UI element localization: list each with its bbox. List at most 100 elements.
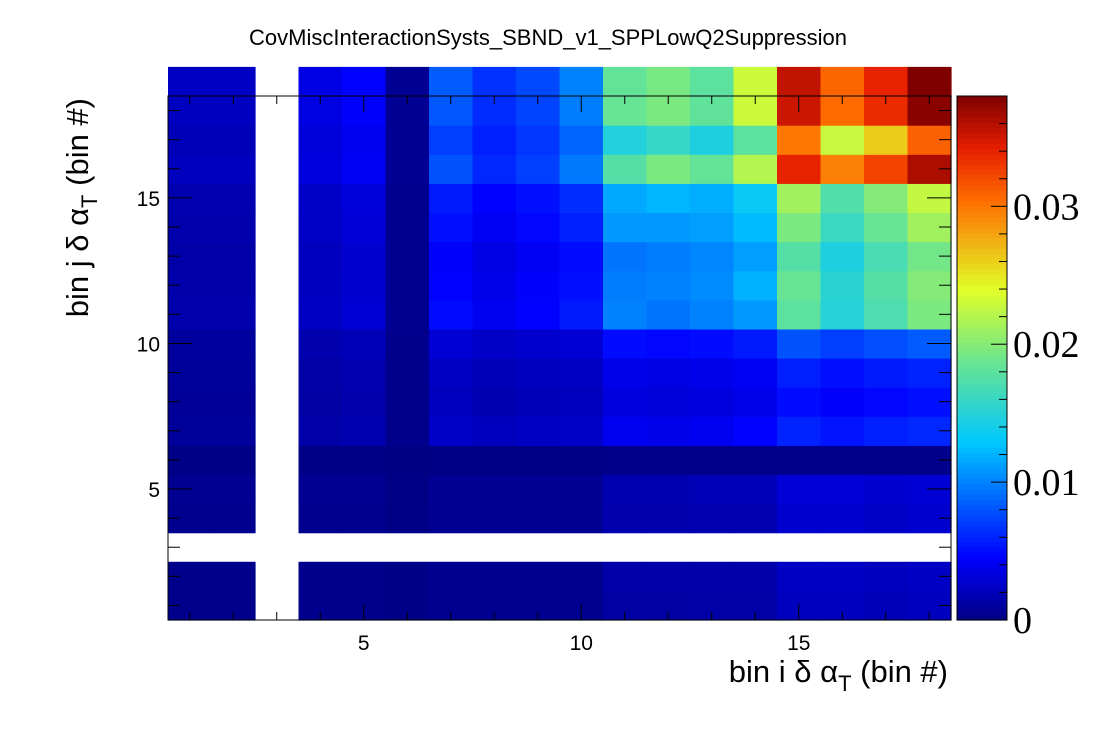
palette-segment — [957, 237, 1007, 244]
heatmap-cell — [559, 474, 604, 505]
palette-segment — [957, 499, 1007, 506]
heatmap-cell — [385, 154, 430, 184]
heatmap-cell — [472, 125, 517, 155]
heatmap-cell — [472, 241, 517, 272]
heatmap-cell — [559, 299, 604, 330]
heatmap-cell — [733, 270, 778, 301]
heatmap-cell — [820, 387, 865, 417]
heatmap-cell — [777, 66, 822, 97]
palette-segment — [957, 562, 1007, 569]
heatmap-cell — [559, 358, 604, 388]
y-axis-title-subscript: T — [77, 194, 102, 207]
heatmap-cell — [646, 445, 691, 476]
heatmap-cell — [472, 503, 517, 534]
heatmap-cell — [603, 299, 648, 330]
palette-segment — [957, 373, 1007, 380]
palette-segment — [957, 394, 1007, 401]
heatmap-cell — [777, 183, 822, 214]
heatmap-cell — [603, 503, 648, 534]
heatmap-cell — [559, 503, 604, 534]
heatmap-cell — [646, 299, 691, 330]
palette-segment — [957, 358, 1007, 364]
heatmap-cell — [342, 154, 387, 184]
heatmap-cell — [733, 503, 778, 534]
heatmap-cell — [211, 474, 256, 505]
heatmap-cell — [385, 270, 430, 301]
heatmap-cell — [298, 299, 343, 330]
y-axis: 5 10 15 — [137, 110, 951, 606]
heatmap-cell — [385, 299, 430, 330]
heatmap-cell — [429, 66, 474, 97]
palette-segment — [957, 452, 1007, 459]
y-axis-title-suffix: (bin #) — [60, 98, 95, 194]
heatmap-cell — [690, 416, 735, 446]
heatmap-cell — [864, 328, 909, 359]
heatmap-cell — [777, 416, 822, 446]
heatmap-cell — [864, 125, 909, 155]
heatmap-cell — [690, 299, 735, 330]
heatmap-cell — [342, 125, 387, 155]
heatmap-cell — [864, 358, 909, 388]
heatmap-cell — [777, 212, 822, 243]
heatmap-cell — [211, 270, 256, 301]
palette-segment — [957, 96, 1007, 102]
z-tick-label: 0.01 — [1013, 462, 1080, 504]
heatmap-cell — [820, 212, 865, 243]
heatmap-cell — [559, 561, 604, 592]
heatmap-cell — [820, 183, 865, 214]
heatmap-cell — [298, 474, 343, 505]
heatmap-cell — [733, 212, 778, 243]
heatmap-cell — [298, 358, 343, 388]
heatmap-cell — [385, 445, 430, 476]
x-axis-title: bin i δ αT (bin #) — [729, 654, 948, 696]
heatmap-cell — [472, 358, 517, 388]
heatmap-cell — [777, 561, 822, 592]
y-axis-title: bin j δ αT (bin #) — [60, 98, 102, 317]
heatmap-cell — [820, 154, 865, 184]
heatmap-cell — [211, 358, 256, 388]
chart-title: CovMiscInteractionSysts_SBND_v1_SPPLowQ2… — [249, 25, 847, 50]
heatmap-cell — [342, 241, 387, 272]
palette-segment — [957, 378, 1007, 385]
heatmap-cell — [211, 299, 256, 330]
palette-segment — [957, 462, 1007, 469]
heatmap-cell — [429, 154, 474, 184]
heatmap-cell — [211, 503, 256, 534]
heatmap-cell — [777, 241, 822, 272]
palette-segment — [957, 305, 1007, 312]
heatmap-cell — [646, 358, 691, 388]
palette-segment — [957, 363, 1007, 370]
heatmap-cell — [472, 416, 517, 446]
heatmap-cell — [646, 561, 691, 592]
heatmap-cell — [516, 387, 561, 417]
heatmap-cell — [298, 241, 343, 272]
palette-segment — [957, 541, 1007, 548]
heatmap-cell — [733, 299, 778, 330]
heatmap-cell — [342, 212, 387, 243]
y-tick-label: 5 — [148, 479, 160, 502]
palette-segment — [957, 536, 1007, 542]
heatmap-cell — [342, 358, 387, 388]
heatmap-cell — [559, 212, 604, 243]
heatmap-cell — [864, 270, 909, 301]
z-axis: 0 0.01 0.02 0.03 — [991, 95, 1080, 642]
palette-segment — [957, 593, 1007, 600]
palette-segment — [957, 143, 1007, 149]
heatmap-cell — [820, 503, 865, 534]
heatmap-cell — [298, 66, 343, 97]
z-tick-label: 0.02 — [1013, 324, 1080, 366]
palette-segment — [957, 525, 1007, 532]
heatmap-cell — [690, 183, 735, 214]
heatmap-cell — [820, 561, 865, 592]
heatmap-cell — [342, 328, 387, 359]
palette-segment — [957, 101, 1007, 108]
heatmap-cell — [342, 270, 387, 301]
palette-segment — [957, 137, 1007, 144]
heatmap-cell — [429, 474, 474, 505]
palette-segment — [957, 405, 1007, 411]
y-axis-title-prefix: bin j δ α — [60, 208, 95, 317]
heatmap-cell — [472, 387, 517, 417]
heatmap-cell — [559, 66, 604, 97]
heatmap-cell — [342, 387, 387, 417]
palette-segment — [957, 263, 1007, 270]
